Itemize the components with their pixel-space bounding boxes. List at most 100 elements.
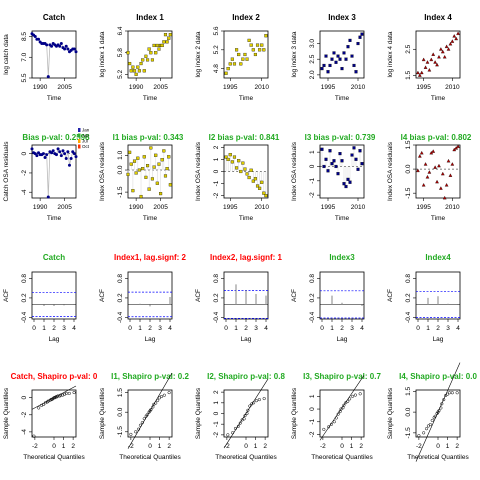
index3-osa-point <box>332 159 336 163</box>
index2-osa-point <box>262 191 266 195</box>
legend-label: Oct <box>82 144 90 149</box>
index4-osa-ylabel: Index OSA residuals <box>387 141 394 201</box>
index2-ts-frame <box>223 30 269 79</box>
index3-ts-ytick-label: 2.0 <box>309 70 316 79</box>
index2-ts-point <box>253 52 257 57</box>
index4-ts-xlabel: Time <box>431 95 446 102</box>
index3-qq-point <box>322 427 326 431</box>
catch-ts-ylabel: log catch data <box>3 34 10 75</box>
index2-acf-ytick-label: -0.4 <box>213 311 220 323</box>
catch-osa-point <box>41 152 45 156</box>
index4-ts-point <box>429 57 434 62</box>
index3-qq-panel: I3, Shapiro p-val: 0.7 Theoretical Quanti… <box>291 372 381 461</box>
index3-qq-ylabel: Sample Quantiles <box>291 387 298 439</box>
index3-ts-point <box>322 63 326 68</box>
index4-acf-xtick-label: 2 <box>436 325 440 332</box>
index1-ts-xlabel: Time <box>143 95 158 102</box>
index1-ts-point <box>139 61 143 66</box>
index4-ts-point <box>416 70 420 75</box>
index1-osa-point <box>131 189 135 193</box>
index1-acf-xtick-label: 1 <box>138 325 142 332</box>
index2-osa-xlabel: Time <box>239 215 254 222</box>
catch-ts-point <box>72 47 76 51</box>
index2-qq-xtick-label: -2 <box>224 443 230 450</box>
index1-qq-point <box>142 417 146 421</box>
catch-acf-xtick-label: 3 <box>62 325 66 332</box>
index1-qq-point <box>129 432 133 436</box>
catch-acf-xtick-label: 1 <box>42 325 46 332</box>
index3-ts-point <box>328 63 332 68</box>
index3-ts-xtick-label: 2010 <box>351 84 366 91</box>
index4-ts-xtick-label: 2010 <box>445 84 460 91</box>
index1-osa-xtick-label: 2005 <box>153 204 168 211</box>
index2-osa-point <box>230 160 234 164</box>
index2-ts-ytick-label: 5.6 <box>213 26 220 35</box>
index3-ts-ytick-label: 3.0 <box>309 39 316 48</box>
index1-osa-point <box>132 159 137 163</box>
index4-ts-panel: Index 4 Time log index 4 data 1.5 2.5 1995 201… <box>387 13 461 102</box>
index4-ts-xtick-label: 1995 <box>416 84 431 91</box>
index3-qq-ytick-label: 0 <box>309 407 316 411</box>
index2-acf-xtick-label: 2 <box>244 325 248 332</box>
catch-qq-point <box>41 402 46 407</box>
index2-qq-point <box>252 401 256 405</box>
index4-ts-point <box>423 65 428 69</box>
index1-osa-ytick-label: 1.0 <box>117 150 124 159</box>
index4-ts-point <box>442 54 447 59</box>
index4-qq-qq-line <box>415 362 461 462</box>
index4-osa-ytick-label: -1.5 <box>405 187 412 199</box>
index1-osa-point <box>160 158 164 162</box>
catch-ts-point <box>45 43 49 47</box>
catch-osa-point <box>67 163 71 167</box>
index2-osa-ylabel: Index OSA residuals <box>195 141 202 201</box>
index3-qq-point <box>338 410 342 414</box>
index2-ts-ytick-label: 4.8 <box>213 64 220 73</box>
i4-bias-title: I4 bias p-val: 0.802 <box>401 133 472 142</box>
index4-ts-point <box>433 60 437 64</box>
index2-osa-point <box>235 166 239 170</box>
index4-qq-point <box>450 391 454 395</box>
index1-ts-ytick-label: 5.2 <box>117 69 124 78</box>
index1-acf-title: Index1, lag.signf: 2 <box>114 253 187 262</box>
index3-acf-xtick-label: 3 <box>350 325 354 332</box>
index1-osa-point <box>159 192 163 196</box>
index1-qq-point <box>167 391 171 395</box>
catch-osa-point <box>58 150 62 154</box>
index3-qq-point <box>336 412 340 416</box>
index2-qq-point <box>257 398 261 402</box>
catch-qq-point <box>54 395 58 399</box>
index2-acf-ytick-label: 0.8 <box>213 274 220 283</box>
index3-osa-point <box>344 184 348 189</box>
index2-osa-point <box>249 168 253 172</box>
index4-osa-point <box>444 183 449 187</box>
index2-qq-ytick-label: 2 <box>213 390 220 394</box>
index4-qq-point <box>447 391 452 395</box>
catch-qq-point <box>48 398 52 402</box>
index1-qq-ytick-label: 1.5 <box>117 388 124 397</box>
catch-qq-xtick-label: 1 <box>62 443 66 450</box>
catch-osa-point <box>61 149 65 153</box>
index2-acf-ytick-label: 0.2 <box>213 293 220 302</box>
index1-ts-point <box>155 43 159 48</box>
index4-ts-point <box>419 70 424 75</box>
index2-osa-point <box>226 157 230 162</box>
i2-bias-title: I2 bias p-val: 0.841 <box>209 133 280 142</box>
catch-osa-point <box>30 147 34 151</box>
index3-ts-point <box>338 57 342 61</box>
catch-qq-point <box>45 400 49 404</box>
index3-osa-point <box>350 153 354 157</box>
index4-qq-point <box>422 431 426 435</box>
index2-qq-ytick-label: -2 <box>213 432 220 438</box>
index1-qq-point <box>134 430 138 434</box>
index1-acf-ytick-label: -0.4 <box>117 311 124 323</box>
index3-acf-xtick-label: 4 <box>360 325 364 332</box>
index2-qq-qq-line <box>223 378 269 449</box>
catch-acf-title: Catch <box>43 253 65 262</box>
catch-osa-point <box>63 152 67 156</box>
catch-qq-xlabel: Theoretical Quantiles <box>23 454 85 461</box>
legend-swatch <box>78 133 81 138</box>
catch-qq-ytick-label: -4 <box>21 429 28 435</box>
catch-qq-panel: Catch, Shapiro p-val: 0 Theoretical Quant… <box>3 372 98 461</box>
index3-qq-point <box>358 392 362 396</box>
index3-osa-point <box>336 172 340 176</box>
